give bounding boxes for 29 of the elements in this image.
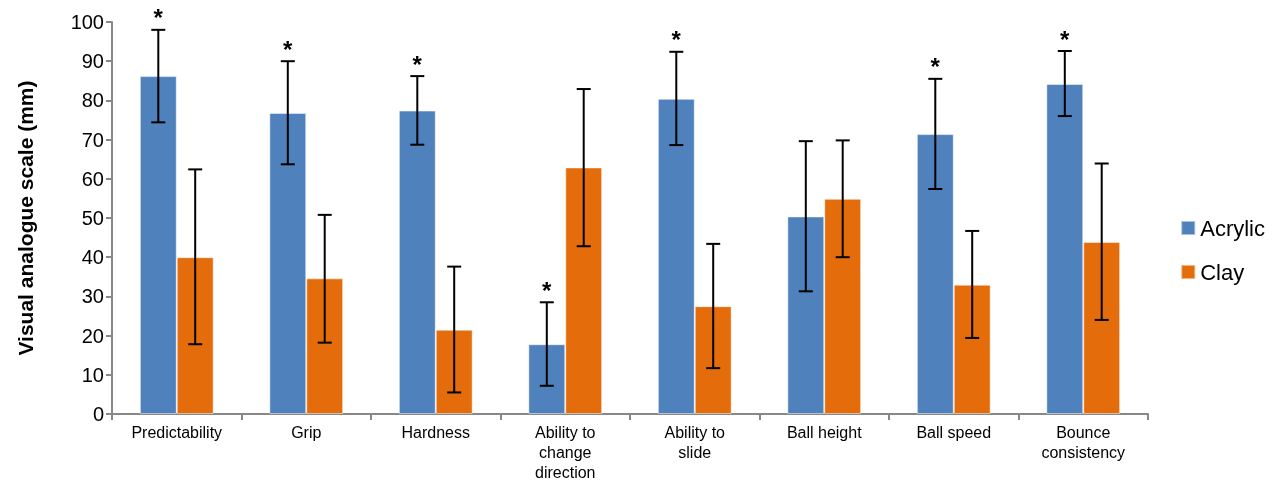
data-label: * bbox=[1060, 25, 1071, 53]
x-tick-label: Ball height bbox=[786, 423, 863, 441]
legend-label: Acrylic bbox=[1200, 215, 1266, 241]
y-tick-label: 40 bbox=[81, 246, 104, 269]
data-label: * bbox=[283, 35, 294, 63]
data-label: * bbox=[412, 50, 423, 78]
data-label: * bbox=[671, 26, 682, 54]
y-tick-label: 90 bbox=[81, 50, 104, 73]
y-tick-label: 70 bbox=[81, 128, 104, 151]
legend-label: Clay bbox=[1200, 259, 1245, 285]
y-tick-label: 30 bbox=[81, 285, 104, 308]
x-tick-label: Bounce consistency bbox=[1041, 423, 1126, 461]
y-tick-label: 60 bbox=[81, 167, 104, 190]
y-tick-label: 0 bbox=[92, 403, 104, 425]
x-tick-label: Predictability bbox=[131, 423, 223, 441]
x-tick-label: Grip bbox=[291, 423, 322, 441]
y-tick-label: 50 bbox=[81, 207, 104, 229]
x-tick-label: Hardness bbox=[401, 423, 470, 441]
y-tick-label: 20 bbox=[81, 324, 104, 347]
x-tick-label: Ability to slide bbox=[664, 423, 726, 461]
data-label: * bbox=[153, 4, 164, 32]
y-tick-label: 80 bbox=[81, 89, 104, 112]
y-tick-label: 100 bbox=[70, 11, 104, 33]
data-label: * bbox=[930, 53, 941, 81]
y-tick-label: 10 bbox=[81, 363, 104, 386]
x-tick-label: Ability to change direction bbox=[535, 423, 596, 481]
y-axis-title: Visual analogue scale (mm) bbox=[14, 80, 37, 356]
x-tick-label: Ball speed bbox=[916, 423, 992, 441]
data-label: * bbox=[542, 276, 553, 304]
